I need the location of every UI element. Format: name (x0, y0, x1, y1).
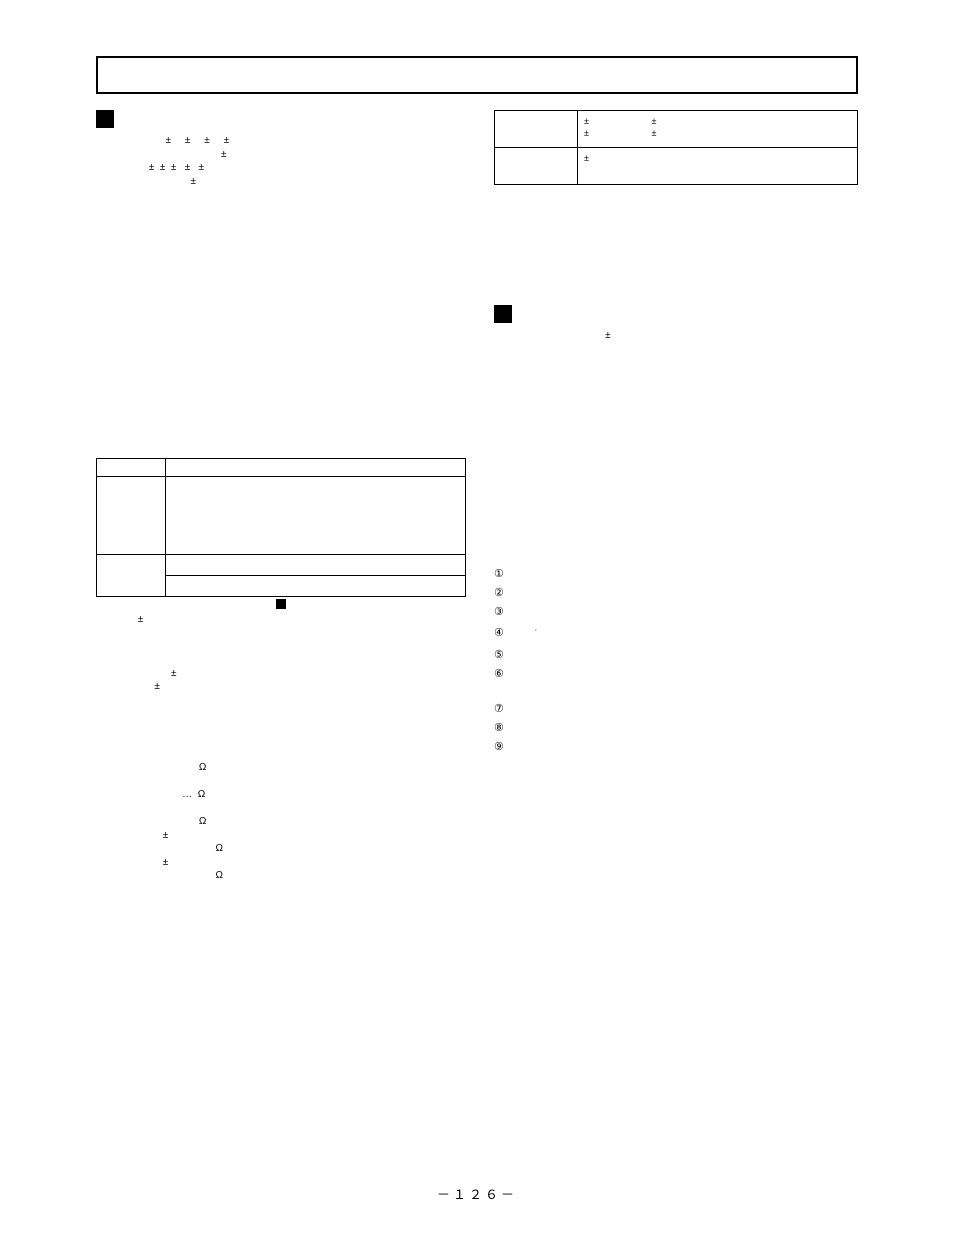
params-r2c1 (495, 148, 578, 185)
inline-note (96, 599, 466, 613)
step-row: ⑨ (494, 742, 858, 783)
step-text: ˙ (518, 628, 858, 642)
step-row: ⑦ (494, 704, 858, 715)
step-row: ② (494, 588, 858, 599)
page-number: －１２６－ (0, 1187, 954, 1205)
freq-header-right (166, 459, 466, 477)
section-2-heading (494, 305, 858, 323)
step-text (518, 742, 858, 783)
freq-header-left (97, 459, 166, 477)
step-number: ⑦ (494, 704, 510, 715)
step-number: ④ (494, 628, 510, 642)
params-r1c2-text: ± ± ± ± (584, 115, 851, 139)
params-r1c1 (495, 111, 578, 148)
table-row: ± ± ± ± (495, 111, 858, 148)
freq-table (96, 458, 466, 597)
table-row (97, 555, 466, 576)
step-number: ⑨ (494, 742, 510, 783)
columns: ± ± ± ± ± ± ± ± ± ± ± (96, 110, 858, 883)
table-row (97, 459, 466, 477)
steps-list: ① ② ③ ④ ˙ ⑤ ⑥ ⑦ ⑧ ⑨ (494, 569, 858, 783)
spacer (96, 188, 466, 448)
section-marker-icon (494, 305, 512, 323)
left-column: ± ± ± ± ± ± ± ± ± ± ± (96, 110, 466, 883)
step-text (518, 588, 858, 599)
section-1-heading (96, 110, 466, 128)
freq-row1-right (166, 477, 466, 555)
spacer (494, 185, 858, 305)
freq-row2-left (97, 555, 166, 597)
step-text (518, 569, 858, 580)
step-number: ⑥ (494, 669, 510, 696)
section-2-body: ± (494, 329, 858, 343)
freq-row1-left (97, 477, 166, 555)
step-text (518, 607, 858, 621)
step-number: ⑧ (494, 723, 510, 734)
freq-row2-right-b (166, 576, 466, 597)
step-text (518, 704, 858, 715)
step-row: ⑤ (494, 650, 858, 661)
step-number: ① (494, 569, 510, 580)
params-r1c2: ± ± ± ± (578, 111, 858, 148)
step-number: ③ (494, 607, 510, 621)
step-row: ⑧ (494, 723, 858, 734)
page: ± ± ± ± ± ± ± ± ± ± ± (0, 0, 954, 1235)
step-text (518, 723, 858, 734)
step-text (518, 669, 858, 696)
step-number: ⑤ (494, 650, 510, 661)
section-marker-icon (96, 110, 114, 128)
step-row: ⑥ (494, 669, 858, 696)
step-row: ③ (494, 607, 858, 621)
table-row: ± (495, 148, 858, 185)
step-row: ① (494, 569, 858, 580)
title-banner (96, 56, 858, 94)
table-row (97, 477, 466, 555)
section-1-spec-body: ± ± ± ± ± ± ± ± ± ± ± (96, 134, 466, 188)
params-r2c2: ± (578, 148, 858, 185)
right-column: ± ± ± ± ± (494, 110, 858, 883)
step-text (518, 650, 858, 661)
step-row: ④ ˙ (494, 628, 858, 642)
note-marker-icon (276, 599, 286, 609)
left-lower-body: ± ± ± Ω … Ω Ω (96, 613, 466, 883)
spacer (494, 343, 858, 563)
freq-row2-right-a (166, 555, 466, 576)
step-number: ② (494, 588, 510, 599)
params-table: ± ± ± ± ± (494, 110, 858, 185)
